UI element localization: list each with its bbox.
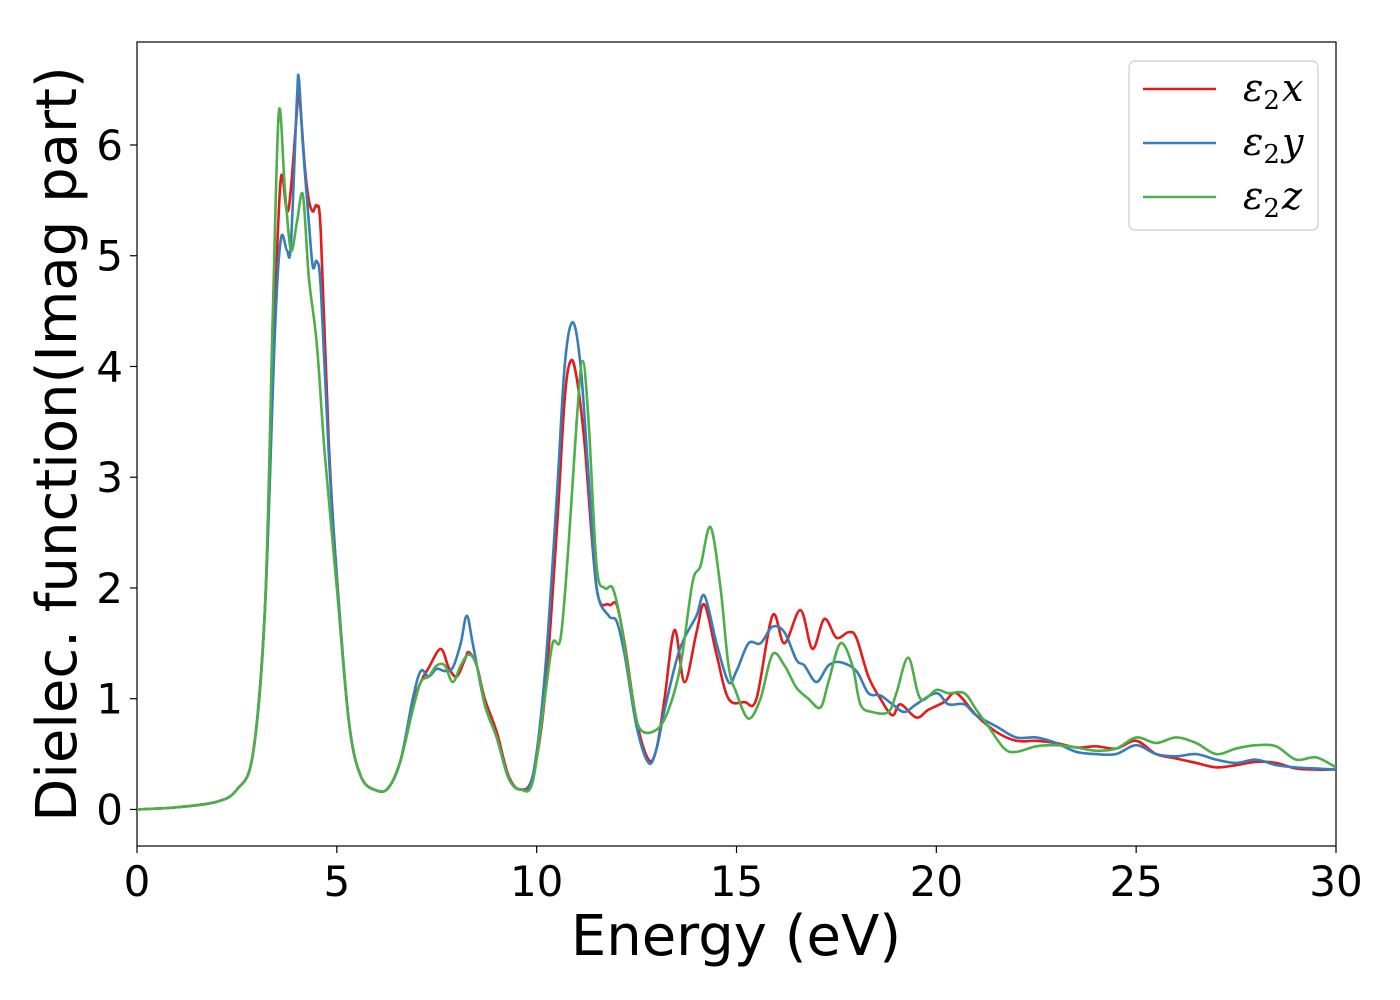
x-tick-label: 25 <box>1109 857 1162 906</box>
y-tick-label: 2 <box>96 564 123 613</box>
legend-label-y: ε2y <box>1243 120 1304 170</box>
legend-box <box>1128 60 1319 231</box>
y-axis-title: Dielec. function(Imag part) <box>25 66 90 822</box>
x-axis-title: Energy (eV) <box>571 904 901 969</box>
x-tick-label: 10 <box>510 857 563 906</box>
y-tick-label: 4 <box>96 342 123 391</box>
x-tick-label: 5 <box>323 857 350 906</box>
y-tick-label: 1 <box>96 675 123 724</box>
series-layer <box>137 73 1336 811</box>
series-line-x <box>137 85 1336 811</box>
legend-label-z: ε2z <box>1243 174 1303 224</box>
y-tick-label: 5 <box>96 232 123 281</box>
y-tick-label: 0 <box>96 785 123 834</box>
legend-label-x: ε2x <box>1243 66 1303 116</box>
series-line-z <box>137 107 1336 811</box>
ticks-layer: 0 5 10 15 20 25 30 0 1 2 3 4 5 6 <box>96 121 1362 906</box>
x-tick-label: 20 <box>910 857 963 906</box>
series-line-y <box>137 73 1336 811</box>
x-tick-label: 15 <box>710 857 763 906</box>
x-tick-label: 0 <box>124 857 151 906</box>
y-tick-label: 3 <box>96 453 123 502</box>
x-tick-label: 30 <box>1309 857 1362 906</box>
y-tick-label: 6 <box>96 121 123 170</box>
